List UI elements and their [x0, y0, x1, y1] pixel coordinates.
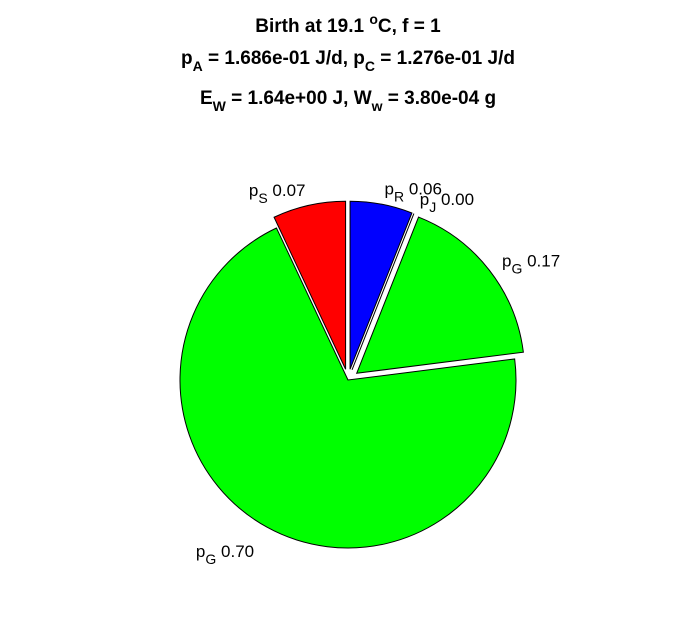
label-symbol: p — [385, 180, 394, 199]
pie-slice — [351, 213, 415, 370]
title-part: p — [353, 48, 365, 69]
title-part: E — [200, 88, 213, 109]
label-value: 0.00 — [441, 190, 474, 209]
title-part: p — [181, 48, 193, 69]
title-part: w — [371, 98, 383, 114]
pie-slice — [273, 200, 347, 370]
label-symbol: p — [502, 252, 511, 271]
slice-label: pG 0.17 — [502, 252, 560, 277]
title-part: = 1.64e+00 J, — [226, 88, 354, 109]
slice-label: pS 0.07 — [249, 181, 306, 206]
chart-title-line: Birth at 19.1 oC, f = 1 — [255, 11, 441, 37]
pie-slice — [179, 227, 517, 549]
label-value: 0.70 — [221, 542, 254, 561]
label-subscript: S — [258, 190, 267, 206]
title-part: A — [193, 58, 203, 74]
title-part: C, f = 1 — [378, 16, 441, 37]
pie-slice — [349, 200, 413, 370]
title-part: = 1.276e-01 J/d — [375, 48, 515, 69]
title-part: W — [354, 88, 372, 109]
title-part: = 3.80e-04 g — [383, 88, 497, 109]
title-part: o — [369, 11, 378, 27]
slice-label: pJ 0.00 — [420, 190, 474, 215]
label-symbol: p — [420, 190, 429, 209]
label-subscript: J — [429, 199, 436, 215]
title-part: W — [213, 98, 227, 114]
title-part: C — [365, 58, 375, 74]
label-symbol: p — [196, 542, 205, 561]
title-part: Birth at 19.1 — [255, 16, 369, 37]
label-value: 0.07 — [272, 181, 305, 200]
pie-slice — [355, 216, 524, 374]
slice-label: pR 0.06 — [385, 180, 442, 205]
label-value: 0.06 — [409, 180, 442, 199]
label-symbol: p — [249, 181, 258, 200]
label-subscript: R — [394, 189, 404, 205]
slice-label: pG 0.70 — [196, 542, 254, 567]
chart-title-line: pA = 1.686e-01 J/d, pC = 1.276e-01 J/d — [181, 48, 515, 74]
label-subscript: G — [511, 261, 522, 277]
label-value: 0.17 — [527, 252, 560, 271]
label-subscript: G — [205, 551, 216, 567]
title-part: = 1.686e-01 J/d, — [203, 48, 354, 69]
chart-title-line: EW = 1.64e+00 J, Ww = 3.80e-04 g — [200, 88, 496, 114]
